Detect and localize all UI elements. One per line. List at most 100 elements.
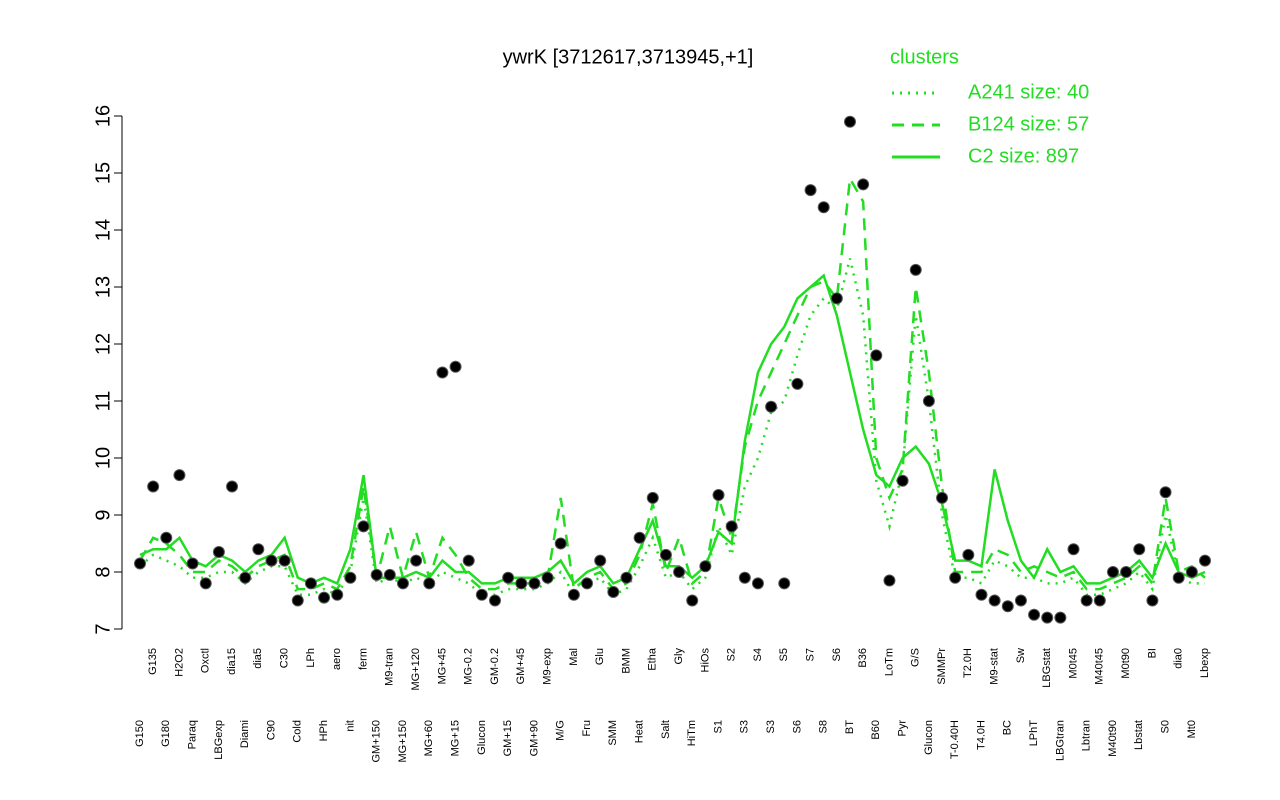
point	[1185, 566, 1198, 578]
x-tick-label: LBGtran	[1054, 720, 1066, 761]
point	[1067, 543, 1080, 556]
x-tick-label: GM-0.2	[489, 648, 501, 685]
y-tick-label: 8	[92, 566, 114, 577]
y-tick-label: 14	[92, 219, 114, 241]
point	[686, 594, 699, 607]
x-tick-label: Paraq	[186, 720, 198, 749]
x-tick-label: SMMPr	[936, 648, 948, 685]
point	[870, 349, 883, 362]
point	[659, 548, 672, 561]
point	[778, 577, 791, 590]
x-tick-label: MG+45	[436, 648, 448, 684]
x-tick-label: LoTm	[883, 648, 895, 676]
point	[738, 571, 751, 584]
point	[791, 377, 804, 390]
point	[502, 571, 515, 584]
point	[817, 201, 830, 214]
x-tick-label: HPh	[318, 720, 330, 741]
point	[528, 577, 541, 590]
point	[962, 548, 975, 561]
x-tick-label: MG+120	[410, 648, 422, 691]
point	[1014, 594, 1027, 607]
x-tick-label: Gly	[673, 648, 685, 665]
point	[1159, 486, 1172, 499]
y-tick-label: 15	[92, 162, 114, 184]
point	[475, 588, 488, 601]
x-tick-label: S1	[712, 720, 724, 733]
x-tick-label: B60	[870, 720, 882, 740]
x-tick-label: S8	[818, 720, 830, 733]
point	[646, 491, 659, 504]
point	[357, 520, 370, 533]
point	[554, 537, 567, 550]
x-tick-label: LPh	[305, 648, 317, 668]
x-tick-label: G150	[134, 720, 146, 747]
x-tick-label: Salt	[660, 720, 672, 739]
y-tick-label: 11	[92, 391, 114, 412]
x-tick-label: S3	[739, 720, 751, 733]
point	[449, 360, 462, 373]
point	[567, 588, 580, 601]
point	[1080, 594, 1093, 607]
point	[226, 480, 239, 493]
x-tick-label: BC	[1002, 720, 1014, 735]
x-tick-label: SMM	[607, 720, 619, 746]
x-tick-label: B36	[857, 648, 869, 668]
point	[1001, 600, 1014, 613]
x-tick-label: Lbtran	[1081, 720, 1093, 751]
point	[883, 574, 896, 587]
point	[765, 400, 778, 413]
point	[975, 588, 988, 601]
point	[1106, 566, 1119, 578]
point	[844, 115, 856, 128]
point	[988, 594, 1001, 607]
x-tick-label: MG+150	[397, 720, 409, 763]
point	[160, 531, 173, 544]
x-tick-label: Mal	[568, 648, 580, 666]
chart-title: ywrK [3712617,3713945,+1]	[503, 46, 754, 68]
x-tick-label: M9-tran	[384, 648, 396, 686]
point	[1199, 554, 1211, 567]
x-tick-label: Glucon	[476, 720, 488, 755]
point	[673, 566, 686, 578]
point	[1120, 566, 1133, 578]
y-tick-label: 12	[92, 333, 114, 355]
legend-label: C2 size: 897	[968, 145, 1079, 167]
point	[396, 577, 409, 590]
point	[265, 554, 278, 567]
x-tick-label: dia15	[226, 648, 238, 675]
point	[423, 577, 436, 590]
point	[239, 571, 252, 584]
x-tick-label: T2.0H	[962, 648, 974, 678]
cluster-line	[139, 258, 1205, 597]
x-tick-label: nit	[344, 720, 356, 732]
point	[212, 546, 225, 559]
x-tick-label: LBGstat	[1041, 648, 1053, 688]
y-tick-label: 7	[92, 623, 114, 634]
x-tick-label: BT	[844, 720, 856, 734]
x-tick-label: C90	[265, 720, 277, 740]
point	[830, 292, 843, 305]
x-tick-label: HiTm	[686, 720, 698, 746]
x-tick-label: MG-0.2	[463, 648, 475, 685]
point	[410, 554, 423, 567]
point	[857, 178, 870, 191]
x-tick-label: Fru	[581, 720, 593, 737]
point	[383, 568, 396, 581]
point	[1054, 611, 1067, 624]
point	[541, 571, 554, 584]
x-tick-label: M9-stat	[989, 648, 1001, 685]
point	[462, 554, 475, 567]
legend-label: A241 size: 40	[968, 81, 1089, 103]
cluster-line	[138, 174, 1206, 592]
x-tick-label: M/G	[555, 720, 567, 741]
x-tick-label: ferm	[357, 648, 369, 670]
x-tick-label: S0	[1159, 720, 1171, 733]
point	[199, 577, 212, 590]
x-tick-label: HiOs	[699, 648, 711, 673]
x-tick-label: MG+60	[423, 720, 435, 756]
x-tick-label: M0t45	[1067, 648, 1079, 679]
x-tick-label: LPhT	[1028, 720, 1040, 747]
x-tick-label: Heat	[634, 720, 646, 743]
